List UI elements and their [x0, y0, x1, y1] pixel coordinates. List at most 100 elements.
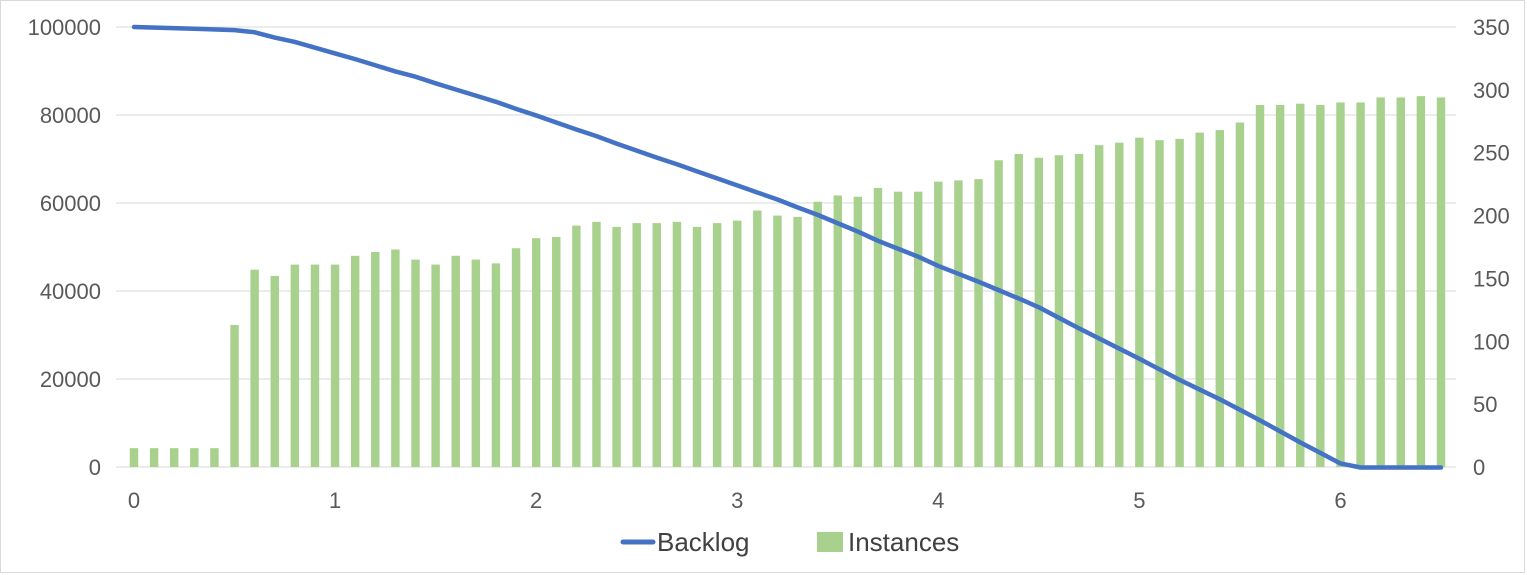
- instances-bar: [954, 180, 963, 467]
- instances-bar: [833, 195, 842, 467]
- instances-bar: [1356, 102, 1365, 467]
- y2-tick-label: 350: [1473, 15, 1510, 40]
- instances-bar: [190, 448, 199, 467]
- instances-bar: [1416, 96, 1426, 468]
- instances-bar: [934, 181, 943, 467]
- x-tick-label: 2: [530, 488, 542, 513]
- instances-bar: [1316, 104, 1325, 467]
- instances-bar: [592, 221, 601, 467]
- left-axis-ticks: 0 20000 40000 60000 80000 100000: [28, 15, 101, 480]
- instances-bar: [612, 226, 621, 467]
- y-tick-label: 60000: [40, 191, 101, 216]
- instances-bar: [330, 264, 340, 467]
- instances-bar: [793, 216, 802, 467]
- backlog-line: [131, 24, 1444, 470]
- instances-bar: [1034, 157, 1044, 467]
- instances-bar: [913, 191, 923, 467]
- instances-bar: [773, 215, 782, 467]
- y-tick-label: 0: [89, 455, 101, 480]
- legend-label-backlog: Backlog: [657, 527, 750, 557]
- instances-bar: [1054, 155, 1064, 467]
- instances-bar: [552, 236, 561, 467]
- instances-bars: [129, 96, 1446, 468]
- y2-tick-label: 200: [1473, 204, 1510, 229]
- instances-bar: [813, 201, 822, 467]
- gridlines: [116, 26, 1456, 468]
- instances-bar: [712, 223, 722, 467]
- x-axis-ticks: 0 1 2 3 4 5 6: [128, 488, 1347, 513]
- legend-label-instances: Instances: [848, 527, 959, 557]
- x-tick-label: 6: [1334, 488, 1346, 513]
- instances-bar: [692, 226, 702, 467]
- instances-bar: [572, 225, 581, 467]
- instances-bar: [672, 221, 682, 467]
- instances-bar: [1336, 102, 1345, 467]
- instances-bar: [350, 255, 360, 467]
- instances-bar: [270, 275, 279, 467]
- instances-bar: [230, 324, 239, 467]
- instances-bar: [873, 187, 883, 467]
- x-tick-label: 0: [128, 488, 140, 513]
- instances-bar: [733, 220, 742, 467]
- instances-bar: [1014, 153, 1023, 467]
- instances-bar: [169, 448, 179, 467]
- instances-bar: [391, 249, 400, 467]
- instances-bar: [511, 248, 521, 467]
- y2-tick-label: 0: [1473, 455, 1485, 480]
- instances-bar: [1135, 137, 1144, 467]
- instances-bar: [451, 255, 460, 467]
- instances-bar: [1115, 142, 1124, 467]
- instances-bar: [310, 264, 320, 467]
- instances-bar: [974, 179, 983, 467]
- instances-bar: [1436, 97, 1446, 468]
- instances-bar: [893, 191, 903, 467]
- y2-tick-label: 150: [1473, 266, 1510, 291]
- right-axis-ticks: 0 50 100 150 200 250 300 350: [1473, 15, 1510, 480]
- legend: Backlog Instances: [620, 527, 959, 557]
- instances-bar: [411, 259, 420, 467]
- y2-tick-label: 250: [1473, 141, 1510, 166]
- instances-bar: [471, 259, 481, 467]
- instances-bar: [491, 263, 501, 467]
- y-tick-label: 40000: [40, 279, 101, 304]
- instances-bar: [149, 448, 159, 467]
- x-tick-label: 4: [932, 488, 944, 513]
- instances-bar: [431, 264, 440, 467]
- instances-bar: [1195, 132, 1204, 467]
- instances-bar: [632, 223, 641, 467]
- x-tick-label: 5: [1133, 488, 1145, 513]
- y-tick-label: 80000: [40, 103, 101, 128]
- instances-bar: [250, 269, 259, 467]
- backlog-line-group: [131, 24, 1444, 470]
- instances-bar: [1074, 153, 1084, 467]
- x-tick-label: 3: [731, 488, 743, 513]
- instances-bar: [1275, 104, 1285, 467]
- y2-tick-label: 300: [1473, 78, 1510, 103]
- instances-bar: [129, 448, 139, 467]
- instances-bar: [1255, 104, 1265, 467]
- instances-bar: [1175, 138, 1184, 467]
- instances-bar: [652, 223, 662, 467]
- y-tick-label: 100000: [28, 15, 101, 40]
- instances-bar: [531, 238, 541, 467]
- y-tick-label: 20000: [40, 367, 101, 392]
- y2-tick-label: 50: [1473, 392, 1497, 417]
- instances-bar: [1376, 97, 1385, 468]
- instances-bar: [371, 252, 380, 467]
- x-tick-label: 1: [329, 488, 341, 513]
- instances-bar: [853, 196, 863, 467]
- legend-swatch-instances: [817, 532, 843, 552]
- y2-tick-label: 100: [1473, 329, 1510, 354]
- instances-bar: [210, 448, 219, 467]
- instances-bar: [1235, 122, 1245, 468]
- instances-bar: [1155, 140, 1164, 467]
- instances-bar: [994, 160, 1003, 467]
- instances-bar: [1094, 145, 1104, 467]
- instances-bar: [1296, 103, 1305, 467]
- instances-bar: [1396, 97, 1406, 468]
- instances-bar: [1215, 130, 1225, 468]
- instances-bar: [753, 210, 762, 468]
- instances-bar: [290, 264, 300, 467]
